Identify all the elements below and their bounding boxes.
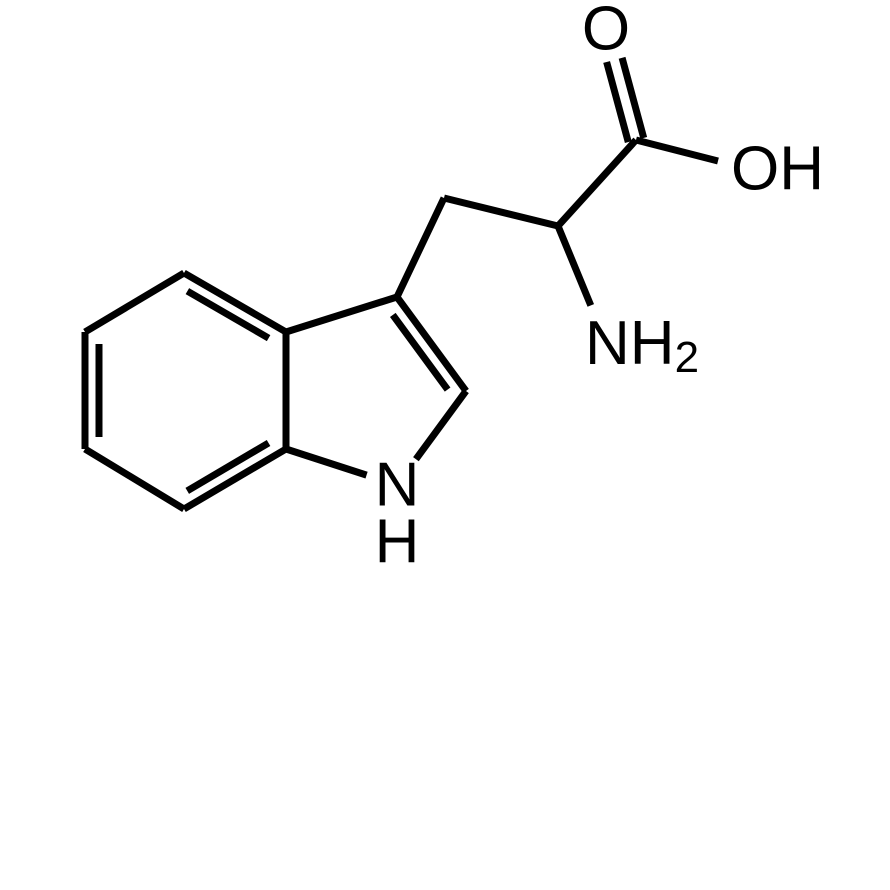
svg-text:H: H xyxy=(375,508,420,577)
svg-text:NH2: NH2 xyxy=(585,309,699,382)
svg-text:O: O xyxy=(582,0,630,64)
molecule-canvas: NHOOHNH2 xyxy=(0,0,890,890)
svg-text:OH: OH xyxy=(731,135,824,204)
